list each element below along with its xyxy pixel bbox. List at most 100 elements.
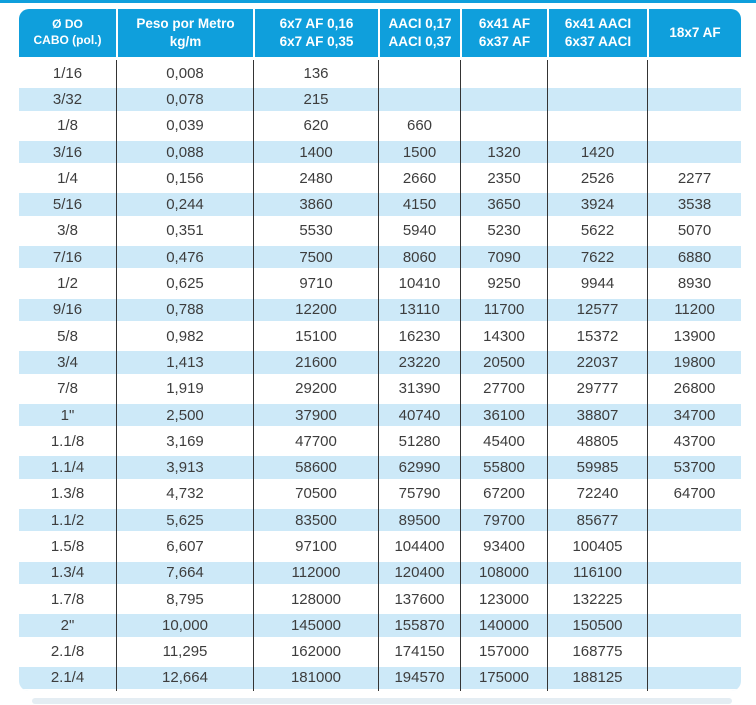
- table-cell: 4,732: [116, 480, 253, 508]
- table-cell: 15100: [253, 322, 378, 350]
- table-cell: 0,476: [116, 244, 253, 271]
- table-cell: 16230: [378, 322, 460, 350]
- table-cell: [460, 60, 547, 87]
- column-header-label: Peso por Metro: [136, 16, 235, 32]
- table-row: 2.1/8 11,295 162000 174150 157000 168775: [19, 638, 741, 665]
- table-cell: 1/8: [57, 117, 78, 135]
- table-cell: 47700: [253, 428, 378, 455]
- table-cell: 2": [60, 616, 75, 634]
- table-cell: 13110: [378, 296, 460, 323]
- table-cell: 11,295: [116, 638, 253, 665]
- table-cell: 0,351: [116, 217, 253, 245]
- table-row: 1/4 0,156 2480 2660 2350 2526 2277: [19, 165, 741, 192]
- table-cell: 100405: [547, 533, 647, 560]
- table-cell: 1.1/2: [50, 511, 85, 529]
- table-cell: 14300: [460, 322, 547, 350]
- table-cell: 27700: [460, 375, 547, 402]
- table-cell: 9710: [253, 270, 378, 297]
- table-cell: 29777: [547, 375, 647, 402]
- table-cell: 162000: [253, 638, 378, 665]
- table-cell: 6,607: [116, 533, 253, 560]
- table-row: 1.5/8 6,607 97100 104400 93400 100405: [19, 533, 741, 560]
- table-row: 3/4 1,413 21600 23220 20500 22037 19800: [19, 349, 741, 376]
- table-cell: 9250: [460, 270, 547, 297]
- table-cell: 1.3/8: [50, 485, 85, 503]
- table-row: 2" 10,000 145000 155870 140000 150500: [19, 612, 741, 639]
- table-cell: 67200: [460, 480, 547, 508]
- table-cell: [547, 60, 647, 87]
- table-cell: [647, 559, 741, 586]
- table-row: 1.1/8 3,169 47700 51280 45400 48805 43700: [19, 428, 741, 455]
- table-cell: 145000: [253, 612, 378, 639]
- table-cell: 64700: [647, 480, 741, 508]
- table-cell: 3924: [547, 191, 647, 218]
- table-cell: 48805: [547, 428, 647, 455]
- table-row: 5/16 0,244 3860 4150 3650 3924 3538: [19, 191, 741, 218]
- table-cell: 43700: [647, 428, 741, 455]
- table-cell: 194570: [378, 664, 460, 692]
- table-row: 2.1/4 12,664 181000 194570 175000 188125: [19, 664, 741, 692]
- bottom-shadow: [32, 698, 732, 704]
- table-cell: 1.1/8: [50, 432, 85, 450]
- table-row: 3/32 0,078 215: [19, 86, 741, 113]
- table-cell: 3/16: [52, 143, 83, 161]
- table-row: 5/8 0,982 15100 16230 14300 15372 13900: [19, 322, 741, 350]
- table-cell: 174150: [378, 638, 460, 665]
- table-cell: 8,795: [116, 585, 253, 613]
- table-cell: 3/4: [57, 353, 78, 371]
- table-cell: 1.5/8: [50, 537, 85, 555]
- column-header-6x41-af: 6x41 AF 6x37 AF: [460, 9, 547, 57]
- table-cell: 1.7/8: [50, 590, 85, 608]
- table-cell: 215: [253, 86, 378, 113]
- table-cell: 37900: [253, 401, 378, 429]
- table-cell: 1400: [253, 138, 378, 166]
- table-cell: 1320: [460, 138, 547, 166]
- table-cell: 123000: [460, 585, 547, 613]
- column-header-label: 6x37 AF: [478, 34, 531, 49]
- table-cell: 62990: [378, 454, 460, 481]
- table-cell: 2.1/8: [50, 643, 85, 661]
- table-cell: 89500: [378, 507, 460, 534]
- table-cell: 34700: [647, 401, 741, 429]
- table-cell: 1500: [378, 138, 460, 166]
- table-cell: 2.1/4: [50, 669, 85, 687]
- table-cell: [647, 60, 741, 87]
- table-cell: 137600: [378, 585, 460, 613]
- table-cell: 3538: [647, 191, 741, 218]
- table-cell: 12,664: [116, 664, 253, 692]
- table-cell: 7500: [253, 244, 378, 271]
- table-cell: 150500: [547, 612, 647, 639]
- table-row: 7/16 0,476 7500 8060 7090 7622 6880: [19, 244, 741, 271]
- table-cell: 29200: [253, 375, 378, 402]
- table-cell: [647, 112, 741, 139]
- table-cell: 140000: [460, 612, 547, 639]
- table-cell: 11700: [460, 296, 547, 323]
- table-row: 1" 2,500 37900 40740 36100 38807 34700: [19, 401, 741, 429]
- table-cell: 6880: [647, 244, 741, 271]
- table-cell: 136: [253, 60, 378, 87]
- table-cell: 13900: [647, 322, 741, 350]
- column-header-cable-diameter: Ø DO CABO (pol.): [19, 9, 116, 57]
- table-cell: 3,169: [116, 428, 253, 455]
- column-header-label: AACI 0,37: [388, 34, 452, 49]
- table-cell: 175000: [460, 664, 547, 692]
- table-cell: 85677: [547, 507, 647, 534]
- table-cell: 155870: [378, 612, 460, 639]
- table-cell: [378, 86, 460, 113]
- table-cell: [460, 112, 547, 139]
- table-row: 1.1/2 5,625 83500 89500 79700 85677: [19, 507, 741, 534]
- column-header-label: 6x41 AACI: [564, 16, 632, 32]
- table-cell: 8930: [647, 270, 741, 297]
- table-cell: 1420: [547, 138, 647, 166]
- table-cell: 38807: [547, 401, 647, 429]
- table-cell: 1/16: [52, 64, 83, 82]
- column-header-label: 18x7 AF: [669, 25, 721, 41]
- table-cell: 5230: [460, 217, 547, 245]
- table-cell: [547, 86, 647, 113]
- table-cell: 2660: [378, 165, 460, 192]
- table-cell: 70500: [253, 480, 378, 508]
- table-cell: 0,244: [116, 191, 253, 218]
- table-cell: [647, 612, 741, 639]
- table-cell: [647, 638, 741, 665]
- table-row: 7/8 1,919 29200 31390 27700 29777 26800: [19, 375, 741, 402]
